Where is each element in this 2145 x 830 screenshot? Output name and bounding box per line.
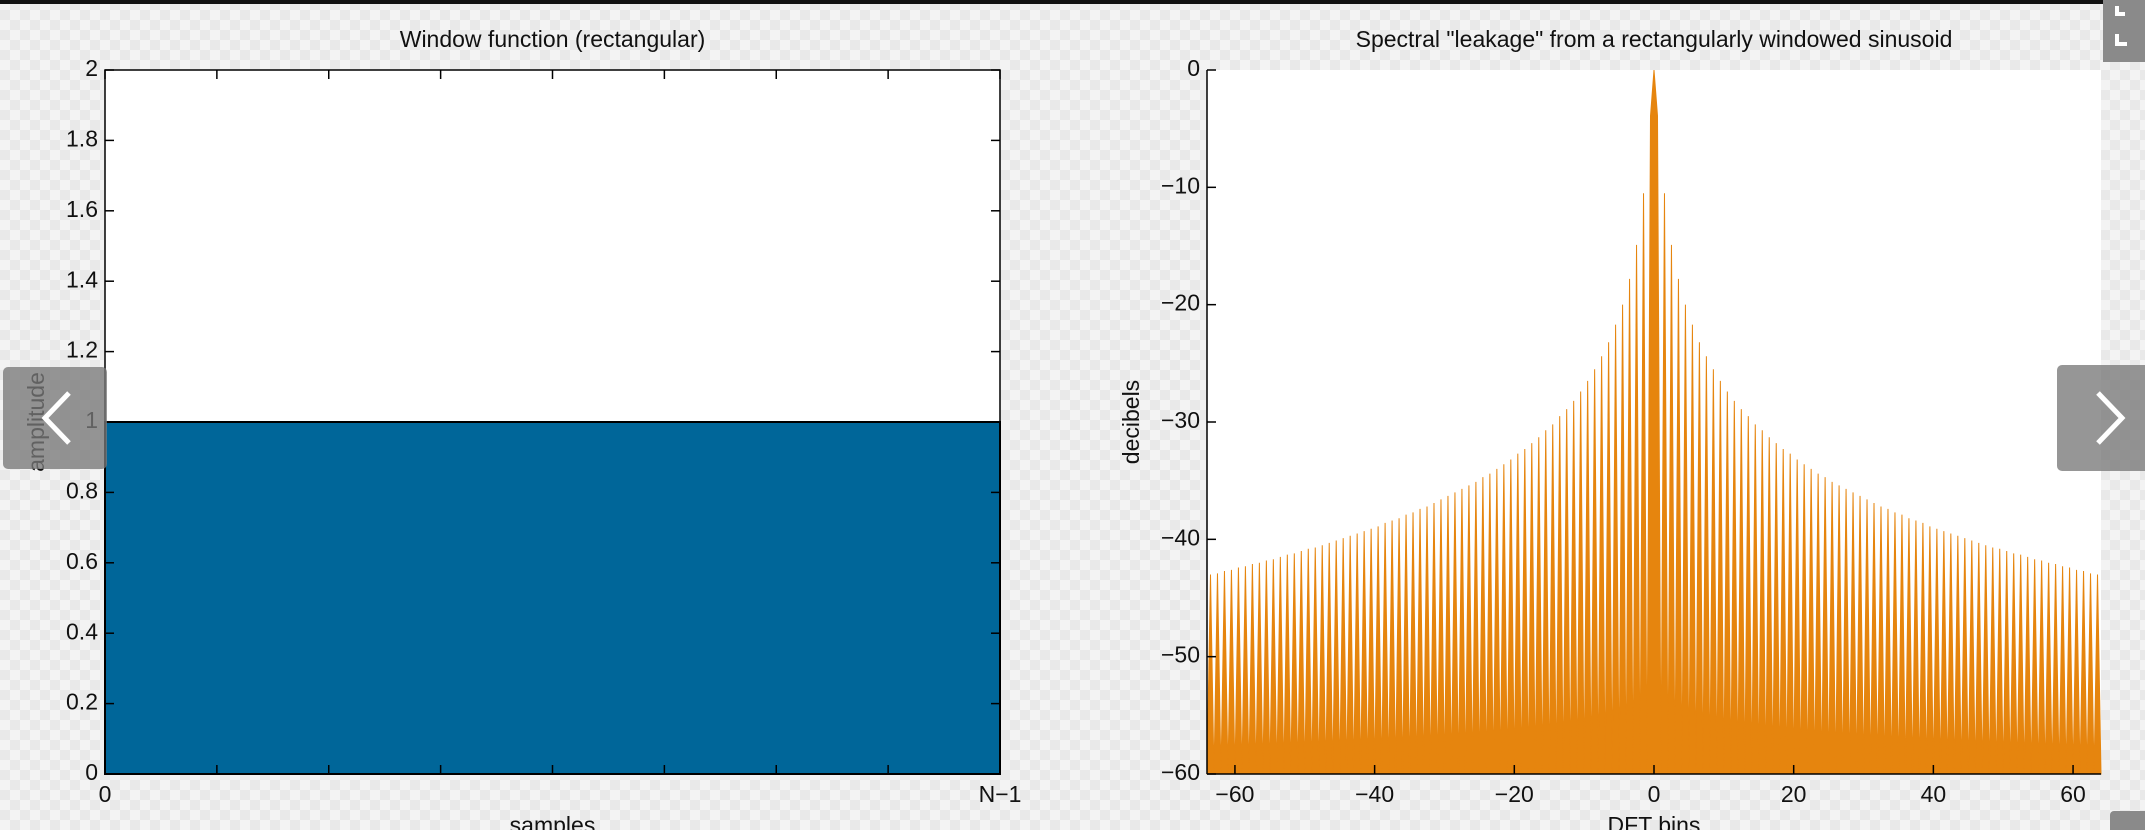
y-tick-label: 1.2 (66, 337, 98, 363)
x-tick-label: 20 (1781, 781, 1807, 807)
fullscreen-button[interactable] (2103, 0, 2145, 62)
previous-button[interactable] (3, 367, 107, 469)
x-axis-label: DFT bins (1608, 812, 1701, 830)
y-tick-label: 2 (85, 55, 98, 81)
x-tick-label: −40 (1355, 781, 1394, 807)
y-tick-label: −30 (1161, 407, 1200, 433)
y-tick-label: −50 (1161, 642, 1200, 668)
previous-icon (41, 391, 71, 445)
y-tick-label: 0.4 (66, 618, 98, 644)
x-tick-label: 60 (2060, 781, 2086, 807)
y-tick-label: −60 (1161, 759, 1200, 785)
next-icon (2096, 391, 2126, 445)
x-tick-label: −20 (1495, 781, 1534, 807)
y-tick-label: 0.2 (66, 689, 98, 715)
next-button[interactable] (2057, 365, 2145, 471)
x-tick-label: 40 (1921, 781, 1947, 807)
corner-glyph (2115, 6, 2125, 16)
y-tick-label: 0.8 (66, 477, 98, 503)
y-tick-label: 0.6 (66, 548, 98, 574)
x-tick-label: 0 (99, 781, 112, 807)
area (104, 421, 1001, 775)
top-bar (0, 0, 2145, 4)
chart-title: Spectral "leakage" from a rectangularly … (1356, 26, 1953, 52)
x-axis-label: samples (510, 812, 596, 830)
x-tick-label: 0 (1648, 781, 1661, 807)
y-tick-label: 1.6 (66, 196, 98, 222)
x-tick-label: −60 (1215, 781, 1254, 807)
y-tick-label: 1.4 (66, 266, 98, 292)
chevron-right (2096, 391, 2126, 445)
chart-title: Window function (rectangular) (400, 26, 706, 52)
corner-tab (2110, 811, 2145, 830)
chevron-left (41, 391, 71, 445)
y-tick-label: −10 (1161, 172, 1200, 198)
x-tick-label: N−1 (979, 781, 1022, 807)
y-tick-label: 1.8 (66, 125, 98, 151)
y-tick-label: −40 (1161, 524, 1200, 550)
y-axis-label: decibels (1118, 380, 1144, 464)
y-tick-label: 0 (1187, 55, 1200, 81)
area (1206, 69, 2102, 775)
fullscreen-icon (2115, 6, 2127, 46)
corner-glyph (2115, 34, 2127, 46)
y-tick-label: −20 (1161, 290, 1200, 316)
y-tick-label: 0 (85, 759, 98, 785)
